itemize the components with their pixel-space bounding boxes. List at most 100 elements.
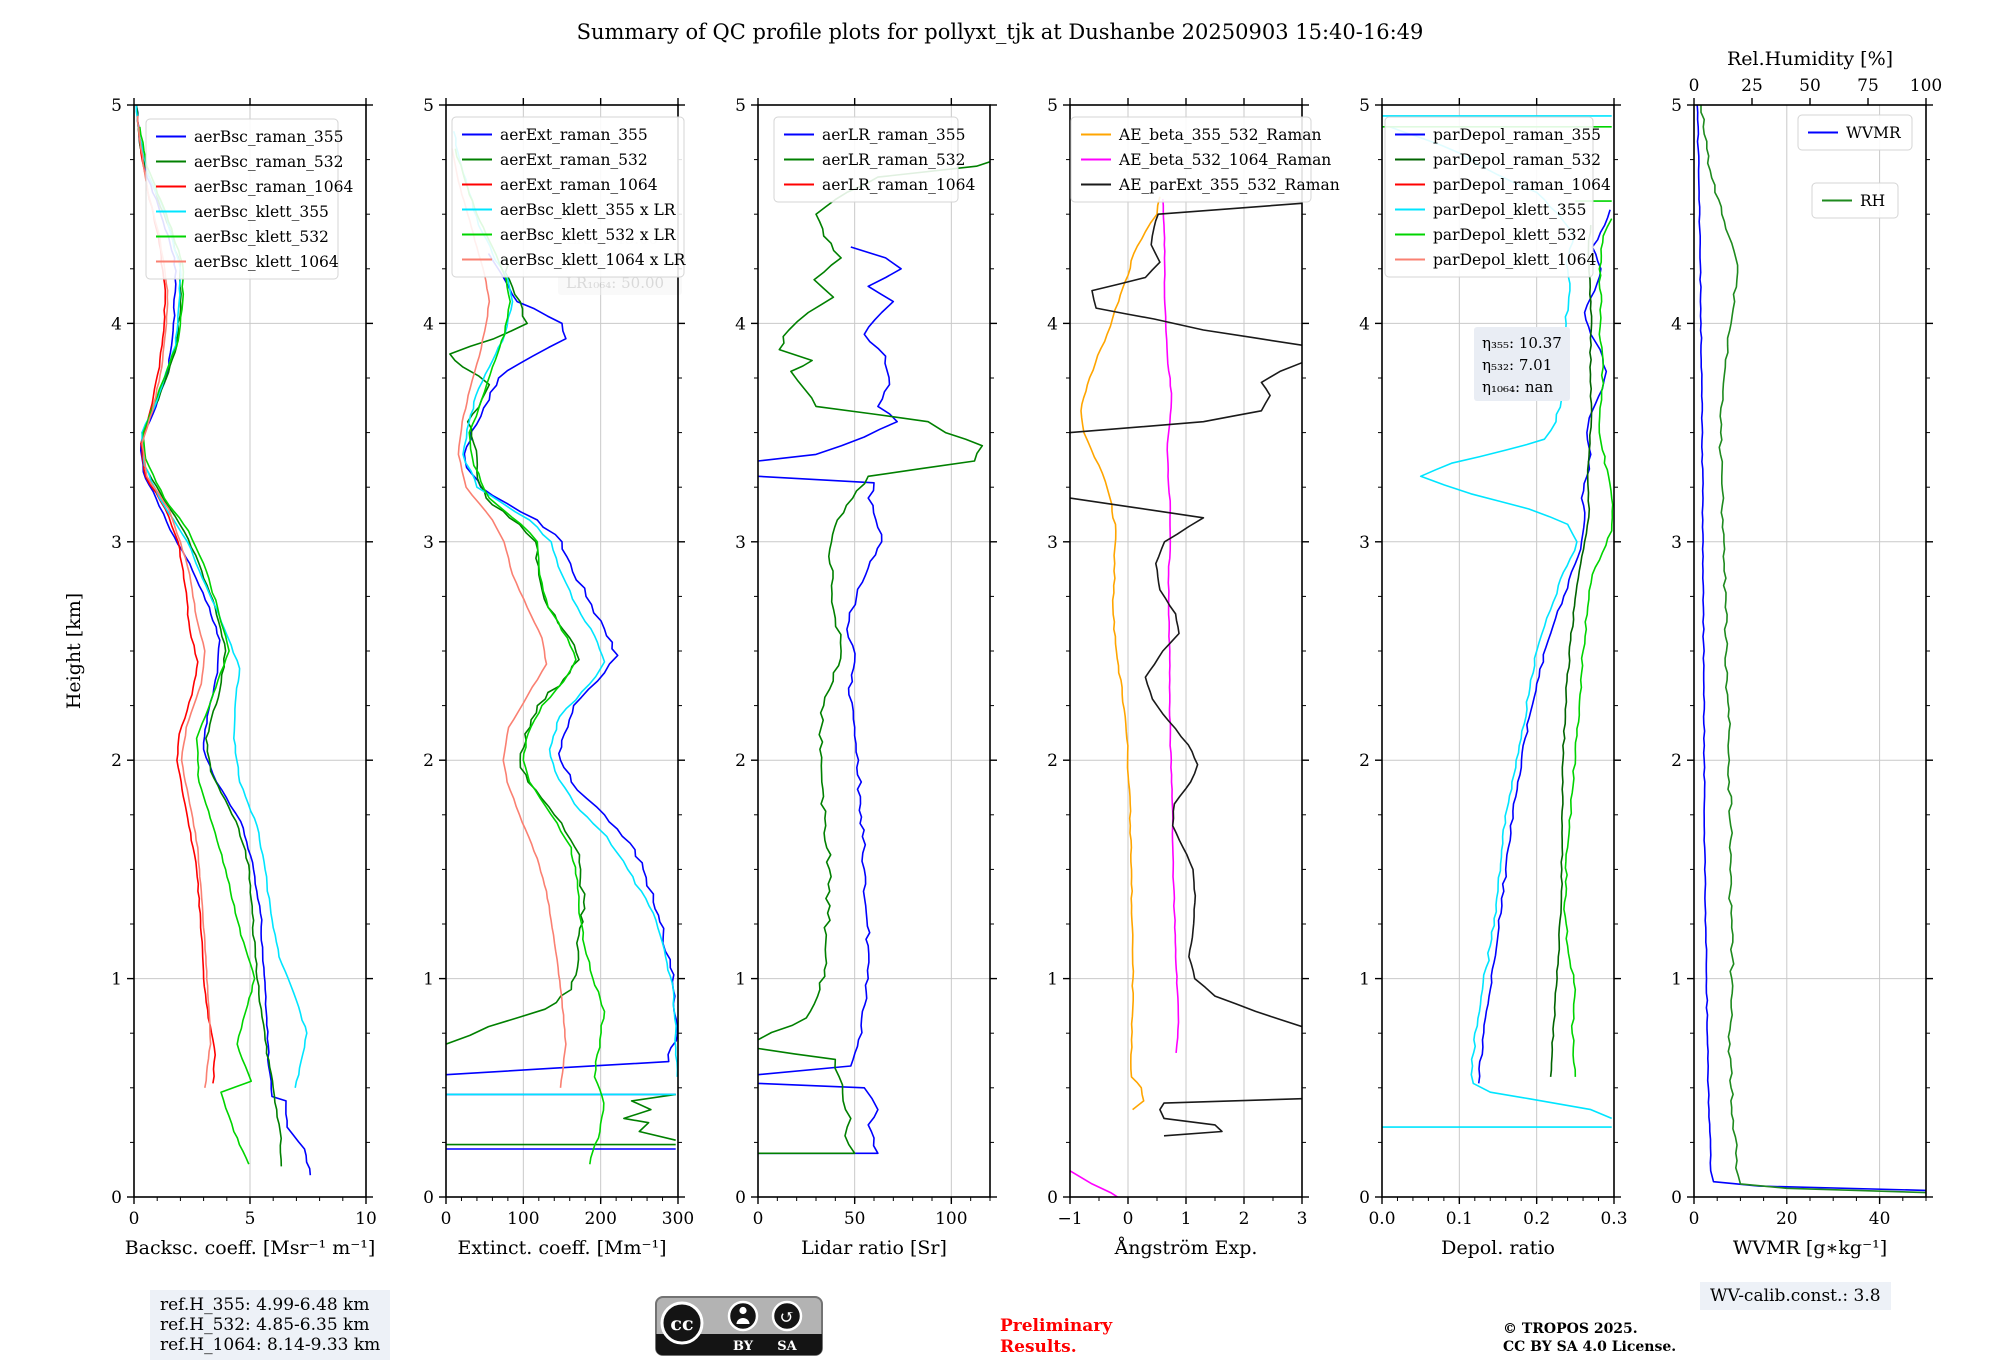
series-aerExt_raman_532: [446, 257, 586, 1045]
series-aerExt_raman_532: [623, 1093, 676, 1141]
legend-angstroem: AE_beta_355_532_Raman AE_beta_532_1064_Ra…: [1070, 116, 1340, 203]
series-aerLR_raman_355: [758, 1082, 879, 1155]
svg-text:AE_parExt_355_532_Raman: AE_parExt_355_532_Raman: [1118, 176, 1340, 194]
svg-text:aerBsc_klett_532: aerBsc_klett_532: [194, 228, 329, 246]
series-AE_parExt_355_532_Raman: [1070, 361, 1302, 434]
svg-text:100: 100: [507, 1209, 539, 1229]
svg-text:2: 2: [111, 751, 122, 771]
svg-text:25: 25: [1741, 76, 1763, 96]
svg-text:0: 0: [129, 1209, 140, 1229]
svg-text:3: 3: [1359, 533, 1370, 553]
svg-text:η₃₅₅: 10.37: η₃₅₅: 10.37: [1482, 334, 1562, 352]
series-parDepol_klett_355: [1389, 126, 1613, 1120]
svg-text:0.0: 0.0: [1368, 1209, 1395, 1229]
wv-calibration-annotation: WV-calib.const.: 3.8: [1700, 1282, 1891, 1310]
svg-text:−1: −1: [1057, 1209, 1082, 1229]
svg-text:Lidar ratio [Sr]: Lidar ratio [Sr]: [801, 1237, 947, 1259]
ref-h-532: ref.H_532: 4.85-6.35 km: [160, 1315, 370, 1335]
plot-lidar-ratio: 0 50 100 Lidar ratio [Sr] 0 1 2 3 4 5 aerLR_raman_…: [735, 96, 997, 1259]
svg-text:aerLR_raman_355: aerLR_raman_355: [822, 126, 965, 144]
series-aerLR_raman_532: [758, 161, 990, 1041]
by-person-icon: [727, 1300, 759, 1332]
svg-text:20: 20: [1776, 1209, 1798, 1229]
svg-text:parDepol_raman_1064: parDepol_raman_1064: [1433, 176, 1611, 194]
legend-backscatter: aerBsc_raman_355 aerBsc_raman_532 aerBsc_r…: [145, 118, 354, 280]
svg-text:aerExt_raman_355: aerExt_raman_355: [500, 126, 648, 144]
svg-text:parDepol_raman_532: parDepol_raman_532: [1433, 151, 1601, 169]
svg-text:0: 0: [1689, 1209, 1700, 1229]
svg-text:3: 3: [111, 533, 122, 553]
svg-text:10: 10: [355, 1209, 377, 1229]
svg-text:aerBsc_klett_1064: aerBsc_klett_1064: [194, 253, 339, 271]
svg-text:2: 2: [1359, 751, 1370, 771]
svg-text:aerBsc_raman_532: aerBsc_raman_532: [194, 153, 344, 171]
svg-text:η₅₃₂: 7.01: η₅₃₂: 7.01: [1482, 356, 1552, 374]
svg-text:aerBsc_klett_355: aerBsc_klett_355: [194, 203, 329, 221]
svg-text:0: 0: [753, 1209, 764, 1229]
svg-text:5: 5: [1359, 96, 1370, 116]
svg-text:aerBsc_klett_532 x LR: aerBsc_klett_532 x LR: [500, 226, 677, 244]
svg-text:1: 1: [423, 970, 434, 990]
svg-text:0.3: 0.3: [1600, 1209, 1627, 1229]
svg-text:2: 2: [1239, 1209, 1250, 1229]
svg-text:100: 100: [1910, 76, 1942, 96]
svg-text:1: 1: [1671, 970, 1682, 990]
svg-text:1: 1: [1047, 970, 1058, 990]
series-parDepol_raman_532: [1549, 225, 1593, 1077]
ref-h-355: ref.H_355: 4.99-6.48 km: [160, 1295, 370, 1315]
plot-extinction: LR₃₅₅: 45.00LR₅₃₂: 40.00LR₁₀₆₄: 50.00010…: [423, 96, 694, 1259]
svg-text:aerLR_raman_532: aerLR_raman_532: [822, 151, 965, 169]
series-AE_beta_355_532_Raman: [1080, 196, 1161, 1111]
svg-text:Depol. ratio: Depol. ratio: [1441, 1237, 1555, 1259]
svg-text:200: 200: [584, 1209, 616, 1229]
reference-height-annotation: ref.H_355: 4.99-6.48 km ref.H_532: 4.85-…: [150, 1290, 391, 1360]
series-aerBsc_raman_355: [135, 105, 312, 1176]
copyright-line-2: CC BY SA 4.0 License.: [1503, 1339, 1677, 1355]
series-RH: [1700, 105, 1926, 1194]
svg-text:100: 100: [935, 1209, 967, 1229]
svg-text:Ångström Exp.: Ångström Exp.: [1114, 1237, 1258, 1259]
svg-text:0: 0: [735, 1188, 746, 1208]
svg-text:2: 2: [1047, 751, 1058, 771]
svg-text:parDepol_klett_532: parDepol_klett_532: [1433, 226, 1586, 244]
svg-text:0: 0: [1123, 1209, 1134, 1229]
svg-text:aerBsc_klett_355 x LR: aerBsc_klett_355 x LR: [500, 201, 677, 219]
series-aerBsc_klett_532 x LR: [454, 148, 606, 1165]
copyright-note: © TROPOS 2025. CC BY SA 4.0 License.: [1503, 1320, 1676, 1356]
svg-text:0: 0: [1689, 76, 1700, 96]
preliminary-line-1: Preliminary: [1000, 1316, 1113, 1336]
svg-text:75: 75: [1857, 76, 1879, 96]
series-AE_beta_532_1064_Raman: [1070, 1170, 1119, 1197]
svg-text:0: 0: [1047, 1188, 1058, 1208]
cc-circle-label: cc: [670, 1313, 693, 1335]
svg-text:0: 0: [1671, 1188, 1682, 1208]
svg-text:0.2: 0.2: [1523, 1209, 1550, 1229]
svg-text:Extinct. coeff. [Mm⁻¹]: Extinct. coeff. [Mm⁻¹]: [457, 1237, 666, 1259]
plot-backscatter: 0 5 10 Backsc. coeff. [Msr⁻¹ m⁻¹] 0 1 2 3 4 5 Heig…: [63, 96, 377, 1259]
svg-text:5: 5: [1671, 96, 1682, 116]
series-aerBsc_klett_532: [139, 126, 256, 1165]
svg-text:5: 5: [245, 1209, 256, 1229]
preliminary-line-2: Results.: [1000, 1337, 1077, 1357]
svg-text:aerBsc_klett_1064 x LR: aerBsc_klett_1064 x LR: [500, 251, 687, 269]
legend-wvmr-rh: RH: [1811, 182, 1899, 219]
svg-text:5: 5: [111, 96, 122, 116]
svg-text:parDepol_raman_355: parDepol_raman_355: [1433, 126, 1601, 144]
svg-text:Height [km]: Height [km]: [63, 593, 85, 709]
svg-text:0: 0: [441, 1209, 452, 1229]
legend-lidar-ratio: aerLR_raman_355 aerLR_raman_532 aerLR_rama…: [773, 116, 975, 203]
svg-text:aerLR_raman_1064: aerLR_raman_1064: [822, 176, 975, 194]
svg-text:AE_beta_355_532_Raman: AE_beta_355_532_Raman: [1118, 126, 1321, 144]
series-aerLR_raman_532: [758, 1047, 856, 1155]
sa-arrow-icon: [771, 1300, 803, 1332]
series-parDepol_klett_532: [1563, 218, 1614, 1077]
svg-text:aerBsc_raman_1064: aerBsc_raman_1064: [194, 178, 354, 196]
svg-text:η₁₀₆₄: nan: η₁₀₆₄: nan: [1482, 378, 1553, 396]
svg-text:LR₁₀₆₄: 50.00: LR₁₀₆₄: 50.00: [566, 274, 664, 292]
svg-text:Rel.Humidity [%]: Rel.Humidity [%]: [1727, 48, 1893, 70]
svg-text:2: 2: [1671, 751, 1682, 771]
